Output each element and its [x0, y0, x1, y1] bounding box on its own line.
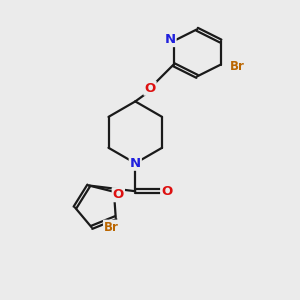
- Text: O: O: [144, 82, 156, 95]
- Text: Br: Br: [230, 60, 244, 73]
- Text: N: N: [130, 157, 141, 170]
- Text: O: O: [113, 188, 124, 201]
- Text: O: O: [161, 185, 172, 198]
- Text: Br: Br: [104, 220, 119, 234]
- Text: N: N: [164, 33, 175, 46]
